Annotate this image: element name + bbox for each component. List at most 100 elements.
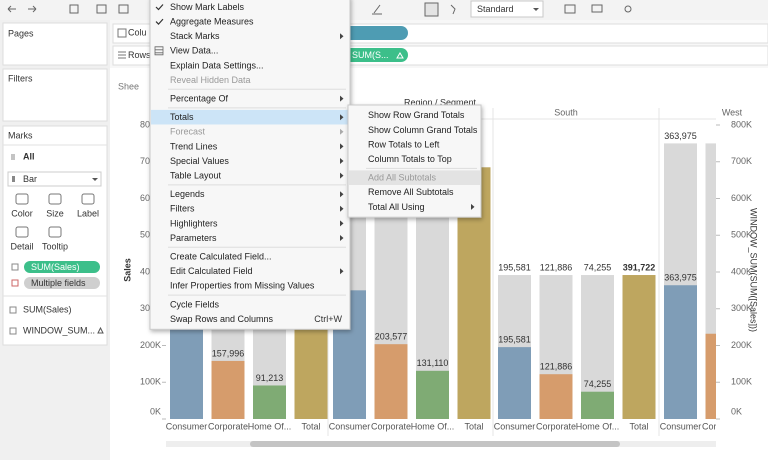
submenu-arrow xyxy=(340,33,344,40)
menu-item[interactable]: Explain Data Settings... xyxy=(170,60,264,70)
shelf-icon xyxy=(11,279,19,287)
y-axis-title: Sales xyxy=(122,258,132,282)
menu-item[interactable]: Legends xyxy=(170,189,205,199)
x-tick-label: Total xyxy=(629,421,648,431)
context-menu xyxy=(149,0,351,330)
menu-item[interactable]: Row Totals to Left xyxy=(368,139,440,149)
menu-item[interactable]: Column Totals to Top xyxy=(368,154,452,164)
x-tick-label: Total xyxy=(301,421,320,431)
menu-item[interactable]: Cycle Fields xyxy=(170,299,220,309)
menu-item[interactable]: Totals xyxy=(170,112,194,122)
menu-item[interactable]: Show Mark Labels xyxy=(170,2,245,12)
toolbar-icons xyxy=(7,2,632,17)
value-label: 131,110 xyxy=(417,358,449,368)
menu-item[interactable]: Edit Calculated Field xyxy=(170,266,253,276)
marks-pill[interactable] xyxy=(24,261,100,273)
mark-button-icon[interactable] xyxy=(15,226,29,238)
scrollbar-thumb[interactable] xyxy=(250,441,620,447)
duplicate-icon xyxy=(118,4,129,14)
menu-item[interactable]: Special Values xyxy=(170,156,229,166)
columns-pill[interactable] xyxy=(340,26,408,40)
menu-item[interactable]: Swap Rows and Columns xyxy=(170,314,274,324)
submenu-arrow xyxy=(340,114,344,121)
totals-submenu xyxy=(347,104,482,218)
presentation-icon[interactable] xyxy=(591,4,603,13)
rows-icon xyxy=(118,51,126,59)
x-tick-label: Home Of... xyxy=(248,421,292,431)
menu-item[interactable]: Stack Marks xyxy=(170,31,220,41)
menu-item: Reveal Hidden Data xyxy=(170,75,251,85)
pages-title: Pages xyxy=(8,28,34,38)
measure-label[interactable]: SUM(Sales) xyxy=(23,304,72,314)
pane-header: West xyxy=(722,107,743,117)
rows-pill[interactable] xyxy=(340,48,408,62)
x-tick-label: Corporate xyxy=(536,421,576,431)
x-tick-label: Consumer xyxy=(494,421,536,431)
mark-type-dropdown[interactable] xyxy=(7,171,102,187)
menu-item[interactable]: View Data... xyxy=(170,46,218,56)
pages-card xyxy=(2,22,108,66)
mark-button-icon[interactable] xyxy=(81,193,95,205)
menu-item[interactable]: Aggregate Measures xyxy=(170,16,254,26)
sales-bar xyxy=(170,326,203,419)
submenu-arrow xyxy=(340,235,344,241)
mark-button-icon[interactable] xyxy=(15,193,29,205)
sales-bar xyxy=(622,275,656,419)
mark-type-label: Bar xyxy=(23,174,37,184)
menu-item[interactable]: Filters xyxy=(170,204,195,214)
toolbar xyxy=(0,0,768,20)
menu-item[interactable]: Show Column Grand Totals xyxy=(368,125,478,135)
menu-item[interactable]: Total All Using xyxy=(368,202,425,212)
menu-item[interactable]: Remove All Subtotals xyxy=(368,187,454,197)
y-tick-label: 0K xyxy=(150,406,161,416)
value-label: 391,722 xyxy=(623,262,656,272)
y2-axis-title: WINDOW_SUM(SUM([Sales])) xyxy=(749,208,759,332)
pin-icon xyxy=(450,4,456,15)
menu-item[interactable]: Table Layout xyxy=(170,170,222,180)
x-tick-label: Corporate xyxy=(371,421,411,431)
menu-item[interactable]: Highlighters xyxy=(170,218,218,228)
menu-item[interactable]: Trend Lines xyxy=(170,141,218,151)
filters-title: Filters xyxy=(8,73,33,83)
submenu-arrow xyxy=(340,220,344,227)
measure-icon xyxy=(9,327,17,335)
mark-button-label: Tooltip xyxy=(42,241,68,251)
view-size-dropdown[interactable] xyxy=(470,0,544,18)
sales-bar xyxy=(498,347,531,419)
x-tick-label: Home Of... xyxy=(576,421,620,431)
label-toggle[interactable] xyxy=(424,2,439,17)
mark-button-icon[interactable] xyxy=(48,226,62,238)
x-tick-label: Corporate xyxy=(208,421,248,431)
marks-pill[interactable] xyxy=(24,277,100,289)
value-label: 203,577 xyxy=(375,332,408,342)
menu-item[interactable]: Show Row Grand Totals xyxy=(368,110,465,120)
calc-delta-icon xyxy=(396,52,404,59)
sales-bar xyxy=(374,344,408,419)
filters-card xyxy=(2,68,108,122)
mark-button-label: Size xyxy=(46,208,64,218)
measure-label[interactable]: WINDOW_SUM... xyxy=(23,325,95,335)
mark-button-label: Label xyxy=(77,208,99,218)
menu-item[interactable]: Create Calculated Field... xyxy=(170,251,272,261)
marks-card xyxy=(2,125,108,346)
y2-tick-label: 100K xyxy=(731,377,752,387)
menu-item[interactable]: Infer Properties from Missing Values xyxy=(170,281,315,291)
all-icon xyxy=(11,154,15,160)
menu-item[interactable]: Parameters xyxy=(170,233,217,243)
data-icon xyxy=(154,46,164,56)
submenu-arrow xyxy=(340,205,344,212)
marks-scope[interactable]: All xyxy=(23,151,35,161)
share-icon[interactable] xyxy=(624,5,632,13)
sales-bar xyxy=(253,385,286,419)
menu-item[interactable]: Percentage Of xyxy=(170,93,229,103)
x-tick-label: Total xyxy=(464,421,483,431)
value-label: 74,255 xyxy=(584,379,612,389)
dropdown-arrow xyxy=(92,178,98,181)
x-tick-label: Consumer xyxy=(329,421,371,431)
y-tick-label: 200K xyxy=(140,340,161,350)
mark-button-icon[interactable] xyxy=(48,193,62,205)
fit-icon[interactable] xyxy=(564,4,576,14)
y2-tick-label: 500K xyxy=(731,230,752,240)
marks-pill-label: Multiple fields xyxy=(31,278,86,288)
